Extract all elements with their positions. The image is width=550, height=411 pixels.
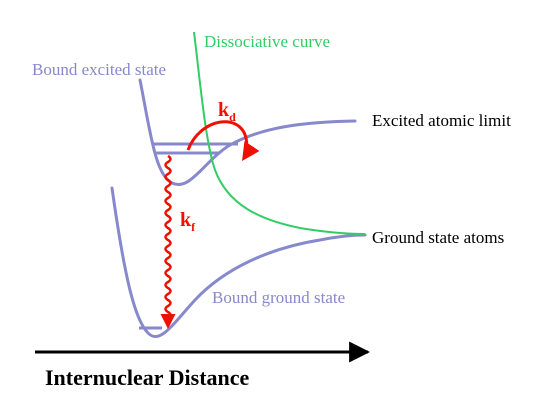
bound-ground-state-curve <box>110 186 367 339</box>
dissociative-curve <box>193 31 366 235</box>
bound-ground-state-label: Bound ground state <box>212 288 345 307</box>
kd-arrow <box>186 120 260 161</box>
dissociative-curve-label: Dissociative curve <box>204 32 330 51</box>
ground-state-atoms-label: Ground state atoms <box>372 228 504 247</box>
bound-excited-state-label: Bound excited state <box>32 60 166 79</box>
kf-label: kf <box>180 209 196 234</box>
kd-label: kd <box>218 99 236 124</box>
axis-label: Internuclear Distance <box>45 365 250 390</box>
kf-wavy-arrow <box>160 154 176 329</box>
excited-atomic-limit-label: Excited atomic limit <box>372 111 511 130</box>
bound-excited-state-curve <box>138 78 357 187</box>
